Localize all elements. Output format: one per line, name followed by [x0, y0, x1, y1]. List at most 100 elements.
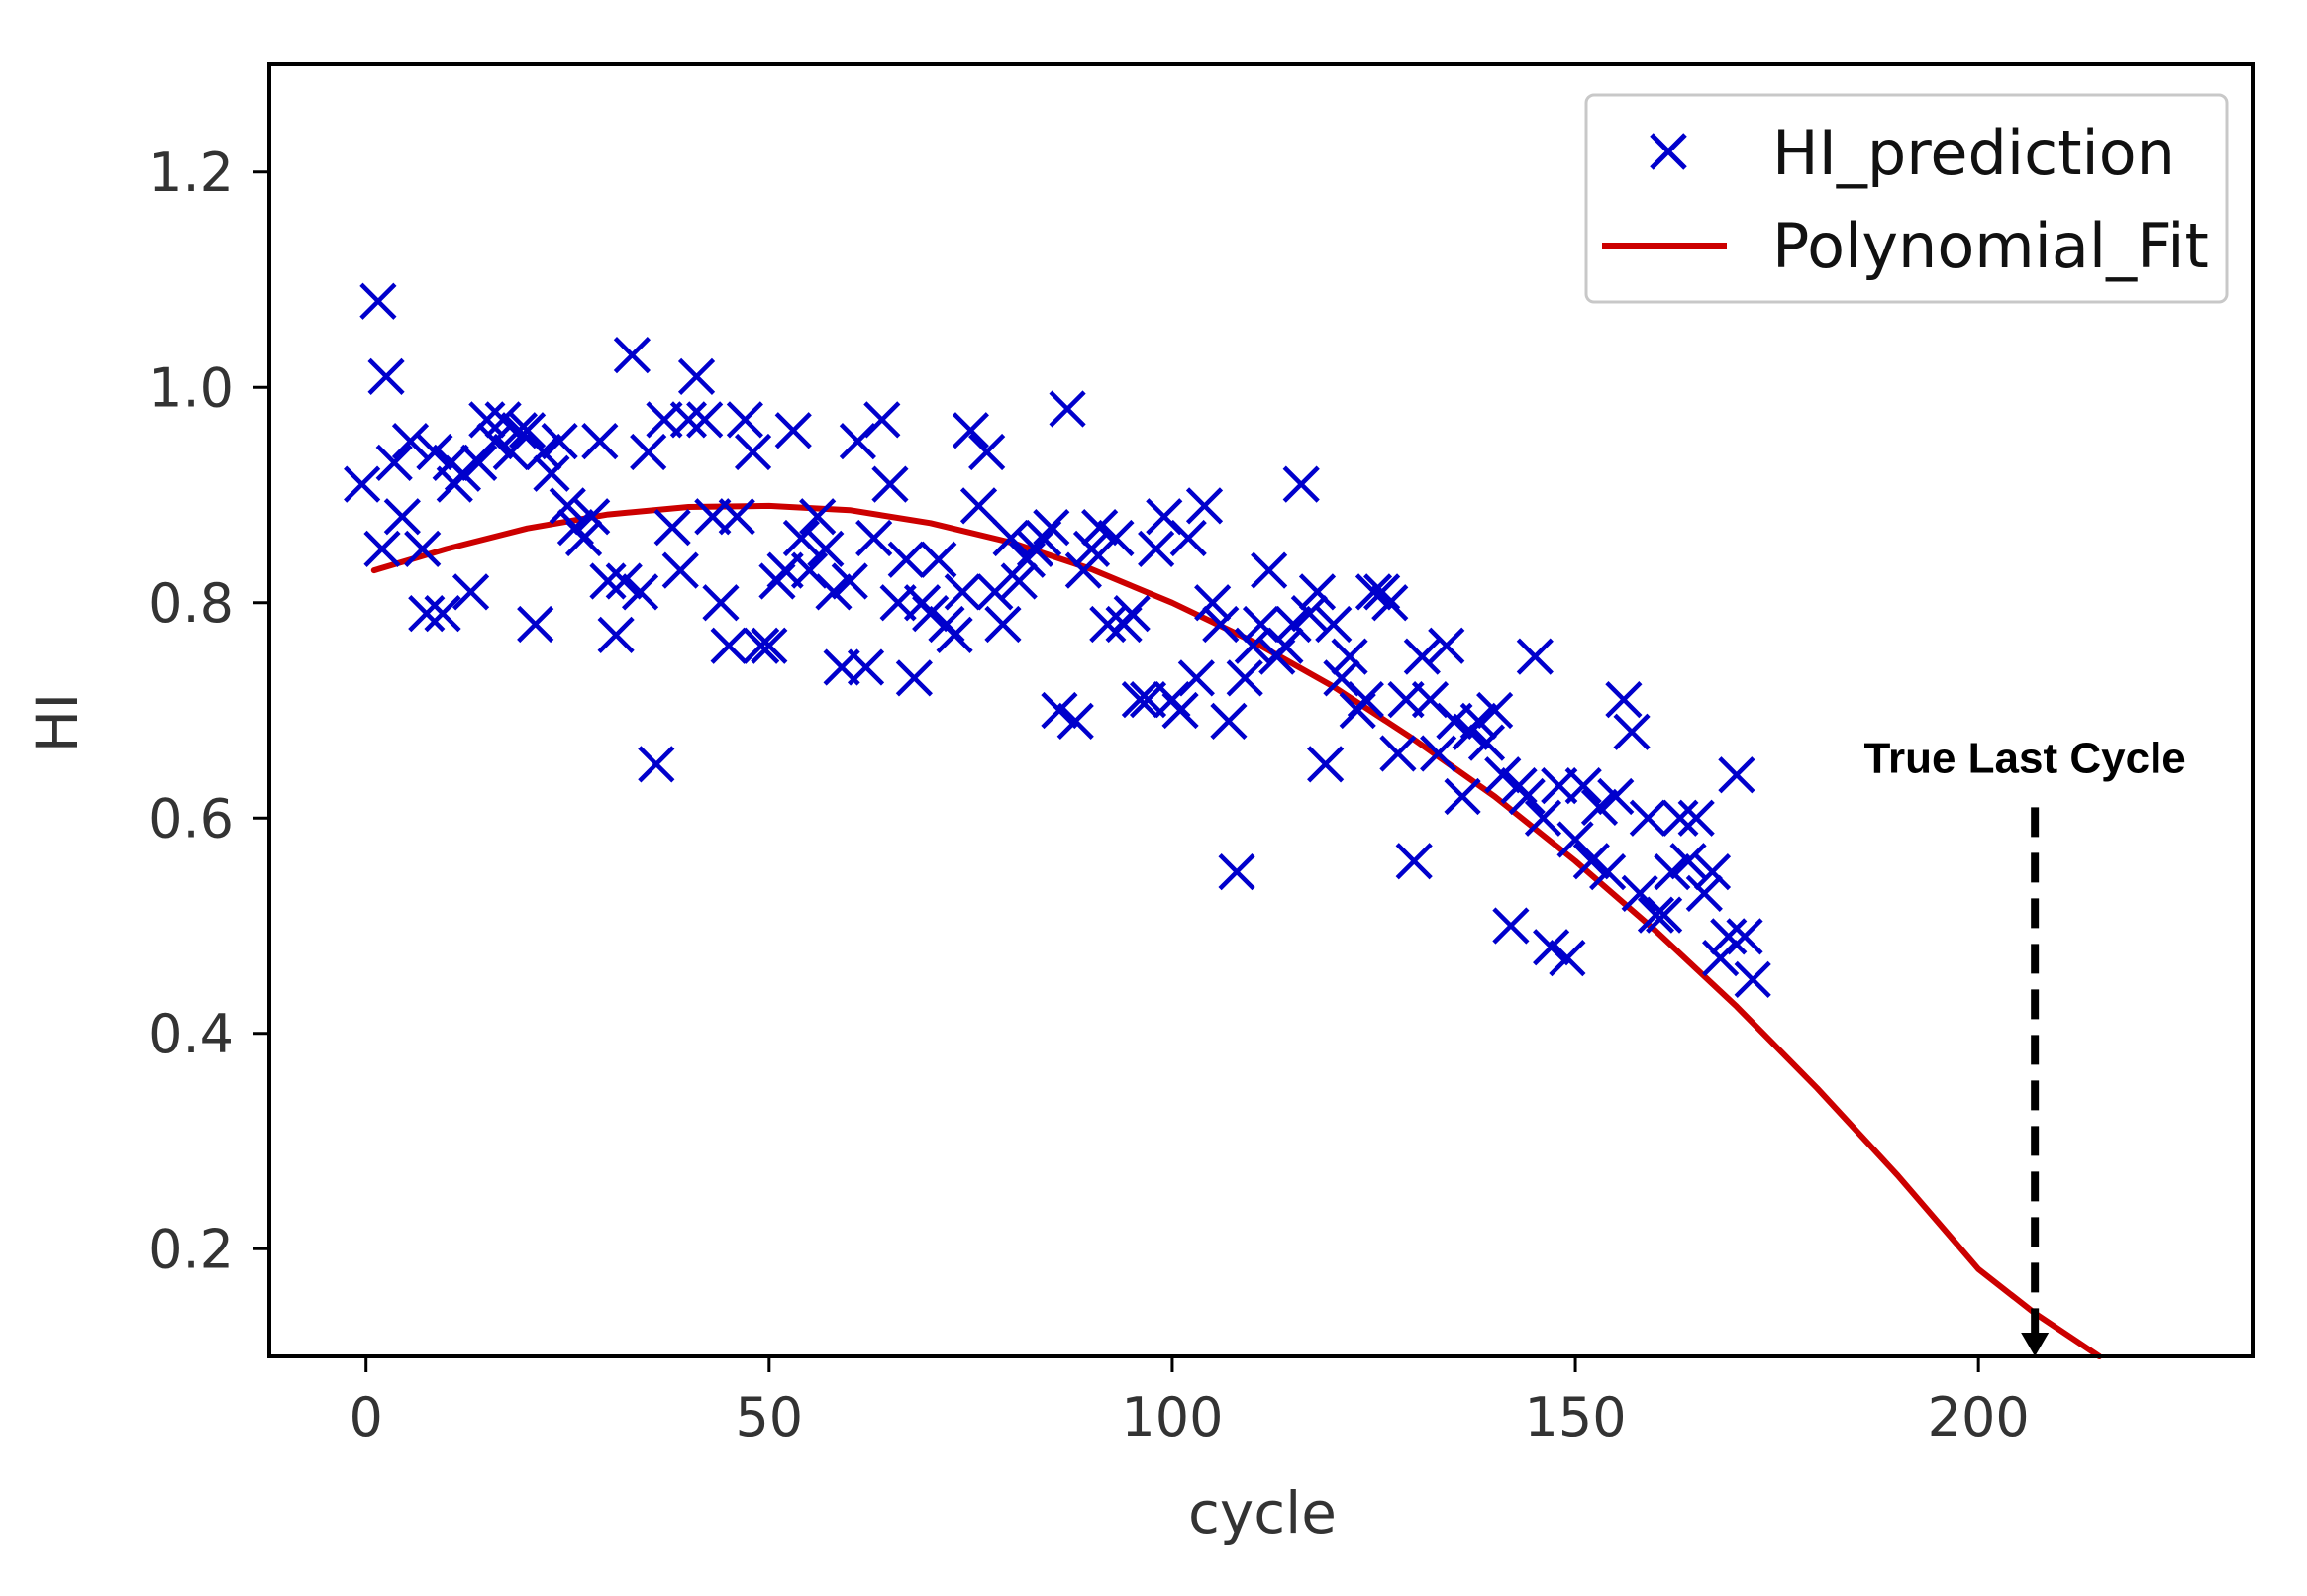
- scatter-point-x: [1564, 767, 1602, 805]
- scatter-point-x: [1274, 605, 1312, 644]
- scatter-point-x: [734, 433, 772, 471]
- scatter-point-x: [1000, 562, 1038, 600]
- scatter-point-x: [1710, 918, 1748, 955]
- scatter-point-x: [1194, 584, 1232, 622]
- scatter-point-x: [1033, 509, 1070, 547]
- scatter-point-x: [863, 401, 901, 439]
- y-tick-label: 0.8: [149, 572, 234, 635]
- scatter-point-x: [468, 401, 506, 439]
- scatter-point-x: [1718, 756, 1755, 794]
- scatter-point-x: [944, 573, 981, 611]
- legend: HI_prediction Polynomial_Fit: [1584, 93, 2229, 304]
- scatter-point-x: [573, 498, 611, 536]
- scatter-point-x: [597, 616, 635, 653]
- scatter-point-x: [1428, 627, 1465, 664]
- scatter-point-x: [1669, 843, 1707, 880]
- scatter-point-x: [895, 659, 933, 697]
- scatter-point-x: [1072, 530, 1111, 567]
- scatter-point-x: [1734, 960, 1771, 998]
- scatter-point-x: [404, 530, 442, 567]
- scatter-point-x: [1113, 595, 1151, 633]
- scatter-point-x: [871, 465, 909, 503]
- scatter-point-x: [807, 530, 845, 567]
- scatter-point-x: [605, 562, 643, 600]
- scatter-point-x: [613, 337, 651, 374]
- scatter-point-x: [1266, 627, 1304, 664]
- scatter-point-x: [1169, 519, 1207, 557]
- x-tick-label: 150: [1525, 1386, 1627, 1448]
- scatter-point-x: [1654, 853, 1691, 891]
- x-axis: 0 50 100 150 200: [350, 1356, 2030, 1448]
- scatter-point-x: [541, 423, 578, 460]
- scatter-point-x: [847, 648, 885, 686]
- scatter-point-x: [424, 595, 461, 633]
- scatter-point-x: [1444, 777, 1481, 816]
- scatter-point-x: [1371, 584, 1409, 622]
- x-tick-label: 100: [1121, 1386, 1223, 1448]
- scatter-point-x: [1629, 799, 1666, 837]
- scatter-point-x: [1524, 799, 1562, 837]
- scatter-point-x: [564, 519, 603, 557]
- scatter-point-x: [710, 627, 748, 664]
- scatter-point-x: [855, 519, 893, 557]
- scatter-point-x: [887, 541, 925, 578]
- scatter-point-x: [1202, 605, 1240, 644]
- scatter-point-x: [589, 562, 627, 600]
- annotation-layer: True Last Cycle: [1864, 734, 2186, 1356]
- scatter-point-x: [1379, 735, 1417, 772]
- legend-box: [1584, 93, 2229, 304]
- scatter-point-x: [517, 605, 554, 644]
- scatter-point-x: [653, 509, 691, 547]
- scatter-point-x: [1685, 874, 1723, 912]
- scatter-point-x: [677, 357, 716, 395]
- scatter-point-x: [1089, 605, 1127, 644]
- plot-area: True Last Cycle: [344, 282, 2186, 1359]
- scatter-point-x: [1298, 573, 1337, 611]
- scatter-point-x: [984, 605, 1022, 644]
- scatter-point-x: [1138, 530, 1175, 567]
- plot-frame: [267, 62, 2255, 1358]
- scatter-point-x: [702, 584, 740, 622]
- scatter-point-x: [1064, 551, 1102, 589]
- legend-marker-x: [1650, 133, 1687, 170]
- y-tick-label: 0.4: [149, 1003, 234, 1065]
- scatter-point-x: [391, 423, 430, 460]
- scatter-point-x: [1661, 799, 1699, 837]
- scatter-point-x: [1331, 638, 1368, 675]
- scatter-point-x: [1467, 724, 1506, 761]
- scatter-point-x: [1476, 691, 1514, 730]
- scatter-point-x: [1572, 843, 1610, 880]
- scatter-point-x: [1081, 509, 1119, 547]
- scatter-point-x: [1556, 821, 1594, 858]
- scatter-layer: [344, 282, 1771, 998]
- scatter-point-x: [375, 444, 413, 481]
- scatter-point-x: [959, 487, 998, 525]
- scatter-point-x: [1549, 940, 1586, 977]
- x-tick-label: 0: [350, 1386, 383, 1448]
- scatter-point-x: [444, 454, 482, 492]
- scatter-point-x: [476, 423, 514, 460]
- scatter-point-x: [1049, 390, 1086, 428]
- scatter-point-x: [1097, 519, 1135, 557]
- scatter-point-x: [581, 423, 619, 460]
- x-tick-label: 200: [1928, 1386, 2030, 1448]
- scatter-point-x: [630, 433, 667, 471]
- scatter-point-x: [533, 454, 570, 492]
- scatter-point-x: [936, 616, 973, 653]
- scatter-point-x: [1605, 681, 1643, 719]
- scatter-point-x: [408, 595, 446, 633]
- y-tick-label: 0.2: [149, 1218, 234, 1280]
- scatter-point-x: [1185, 487, 1224, 525]
- y-axis-title: HI: [24, 693, 91, 753]
- scatter-point-x: [968, 433, 1006, 471]
- scatter-point-x: [1177, 659, 1215, 697]
- scatter-point-x: [1533, 929, 1570, 966]
- y-tick-label: 1.2: [149, 142, 234, 204]
- scatter-point-x: [718, 498, 755, 536]
- scatter-point-x: [367, 357, 405, 395]
- scatter-point-x: [1226, 659, 1263, 697]
- scatter-point-x: [1403, 638, 1441, 675]
- scatter-point-x: [920, 541, 957, 578]
- scatter-point-x: [1041, 691, 1078, 730]
